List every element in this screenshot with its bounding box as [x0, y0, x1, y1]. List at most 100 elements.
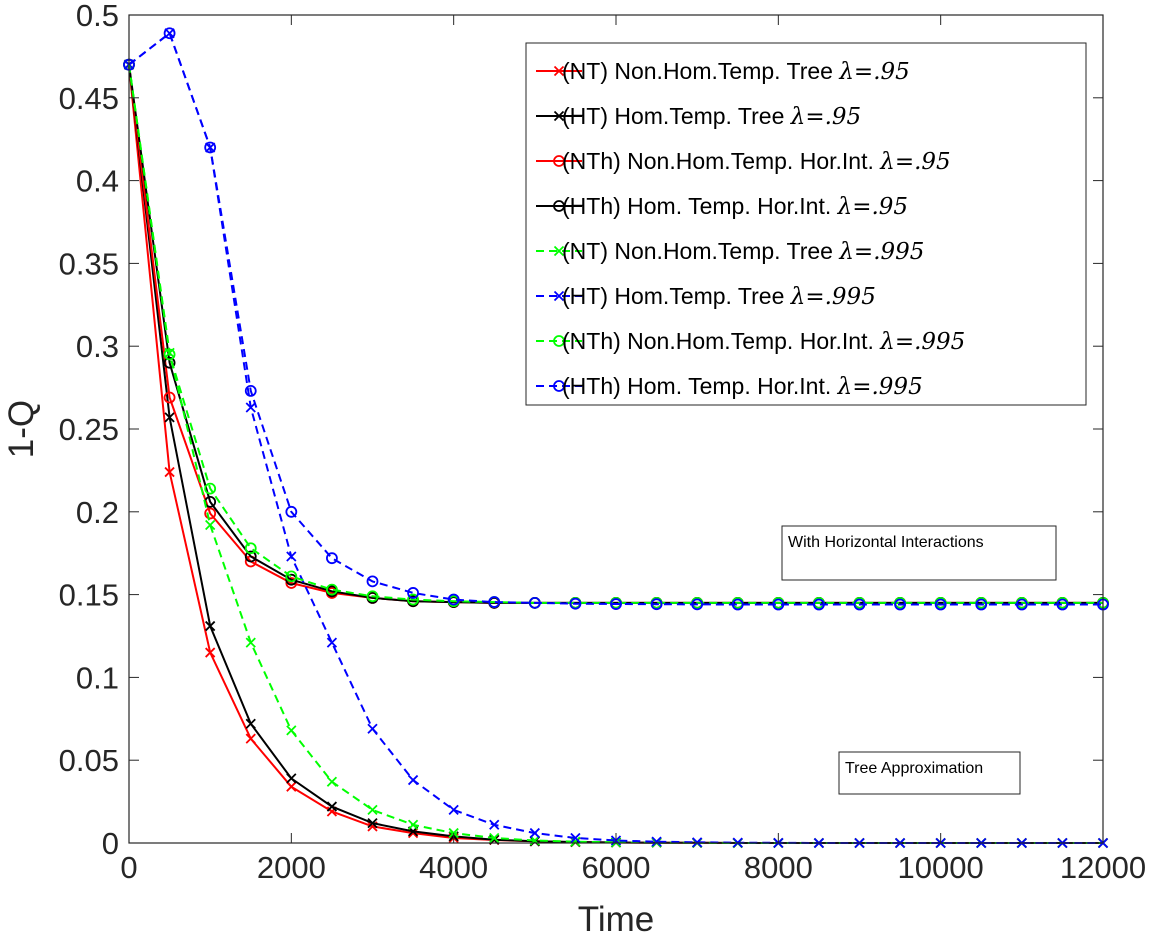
data-point	[286, 773, 297, 784]
data-point	[245, 402, 256, 413]
legend-frame	[525, 42, 1087, 406]
legend-swatch-marker	[553, 65, 565, 77]
legend-label: (NTh) Non.Hom.Temp. Hor.Int. λ=.95	[562, 148, 951, 175]
data-point	[569, 597, 582, 610]
data-point	[447, 593, 460, 606]
legend-entry: (HTh) Hom. Temp. Hor.Int. λ=.995	[536, 373, 923, 400]
legend: (NT) Non.Hom.Temp. Tree λ=.95(HT) Hom.Te…	[525, 42, 1087, 406]
legend-label: (HTh) Hom. Temp. Hor.Int. λ=.95	[562, 193, 908, 220]
legend-lambda: λ=.95	[838, 59, 909, 85]
x-tick-label: 12000	[1060, 850, 1146, 885]
y-tick-label: 0.3	[76, 329, 119, 364]
legend-lambda: λ=.95	[879, 149, 950, 175]
legend-entry: (HT) Hom.Temp. Tree λ=.995	[536, 283, 876, 310]
legend-lambda: λ=.995	[790, 284, 876, 310]
data-point	[205, 647, 216, 658]
data-point	[407, 593, 419, 606]
legend-label: (HT) Hom.Temp. Tree λ=.95	[562, 103, 861, 130]
data-point	[204, 141, 217, 154]
legend-swatch-marker	[553, 155, 565, 167]
data-point	[691, 598, 704, 611]
data-point	[245, 733, 256, 744]
data-point	[570, 832, 581, 844]
legend-lambda: λ=.995	[879, 329, 965, 355]
data-point	[205, 620, 216, 632]
y-tick-label: 0.45	[59, 81, 119, 116]
data-point	[894, 598, 906, 611]
data-point	[244, 550, 257, 563]
data-point	[204, 482, 217, 495]
data-point	[245, 718, 256, 729]
legend-label: (NT) Non.Hom.Temp. Tree λ=.95	[562, 58, 910, 85]
legend-label: (NT) Non.Hom.Temp. Tree λ=.995	[562, 238, 924, 265]
y-tick-label: 0.4	[76, 164, 119, 199]
legend-entry: (HTh) Hom. Temp. Hor.Int. λ=.95	[536, 193, 908, 220]
legend-lambda: λ=.95	[837, 194, 908, 220]
data-point	[488, 596, 501, 608]
annotation-box: With Horizontal Interactions	[781, 525, 1057, 581]
series-7	[123, 27, 1109, 611]
legend-swatch-marker	[553, 200, 565, 212]
data-point	[326, 637, 338, 648]
data-point	[164, 412, 175, 423]
data-point	[285, 505, 298, 518]
legend-swatch-marker	[553, 290, 565, 302]
data-point	[366, 575, 379, 588]
legend-label-text: (NT) Non.Hom.Temp. Tree	[562, 58, 839, 84]
legend-swatch-marker	[553, 335, 565, 347]
data-point	[610, 598, 622, 610]
data-point	[692, 837, 703, 848]
annotation-text: With Horizontal Interactions	[788, 534, 984, 551]
legend-entry: (HT) Hom.Temp. Tree λ=.95	[536, 103, 861, 130]
legend-swatch-marker	[553, 245, 565, 257]
data-point	[934, 598, 947, 611]
data-point	[285, 570, 298, 583]
data-point	[326, 552, 338, 565]
data-point	[650, 598, 663, 611]
legend-label-text: (NTh) Non.Hom.Temp. Hor.Int.	[562, 328, 880, 354]
data-point	[326, 776, 338, 787]
legend-label-text: (NT) Non.Hom.Temp. Tree	[562, 238, 839, 264]
x-tick-label: 4000	[419, 850, 488, 885]
legend-entry: (NTh) Non.Hom.Temp. Hor.Int. λ=.95	[536, 148, 951, 175]
x-tick-label: 8000	[744, 850, 813, 885]
y-tick-label: 0.15	[59, 578, 119, 613]
legend-label-text: (NTh) Non.Hom.Temp. Hor.Int.	[562, 148, 880, 174]
legend-label: (HTh) Hom. Temp. Hor.Int. λ=.995	[562, 373, 923, 400]
legend-label-text: (HT) Hom.Temp. Tree	[562, 103, 791, 129]
data-point	[772, 598, 785, 611]
legend-label: (HT) Hom.Temp. Tree λ=.995	[562, 283, 876, 310]
legend-lambda: λ=.95	[790, 104, 861, 130]
data-point	[244, 385, 257, 397]
y-tick-label: 0.05	[59, 743, 119, 778]
x-tick-label: 10000	[898, 850, 984, 885]
annotation-box: Tree Approximation	[838, 751, 1021, 795]
y-axis-label: 1-Q	[2, 400, 41, 458]
legend-entry: (NTh) Non.Hom.Temp. Hor.Int. λ=.995	[536, 328, 965, 355]
y-tick-label: 0.25	[59, 412, 119, 447]
legend-label-text: (HT) Hom.Temp. Tree	[562, 283, 791, 309]
legend-entry: (NT) Non.Hom.Temp. Tree λ=.995	[536, 238, 924, 265]
data-point	[163, 356, 176, 369]
legend-label: (NTh) Non.Hom.Temp. Hor.Int. λ=.995	[562, 328, 965, 355]
data-point	[285, 573, 298, 586]
data-point	[326, 801, 338, 812]
legend-entry: (NT) Non.Hom.Temp. Tree λ=.95	[536, 58, 910, 85]
data-point	[1056, 598, 1069, 611]
data-point	[164, 28, 175, 39]
data-point	[731, 598, 744, 611]
data-point	[813, 598, 825, 611]
legend-lambda: λ=.995	[837, 374, 923, 400]
y-tick-label: 0.35	[59, 246, 119, 281]
y-tick-label: 0	[102, 826, 119, 861]
data-point	[407, 819, 419, 830]
data-point	[285, 577, 298, 589]
series-line	[128, 64, 1103, 604]
x-axis-label: Time	[578, 900, 654, 939]
plot-area	[123, 27, 1109, 849]
legend-lambda: λ=.995	[838, 239, 924, 265]
annotation-frame	[781, 525, 1057, 581]
data-point	[286, 551, 297, 562]
data-point	[163, 348, 176, 361]
